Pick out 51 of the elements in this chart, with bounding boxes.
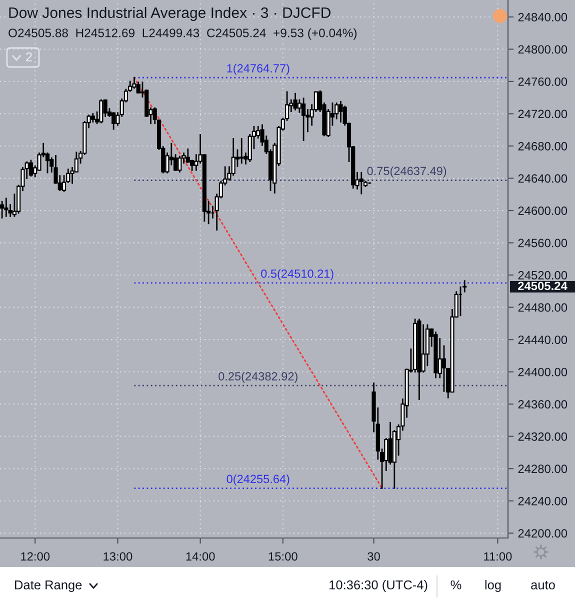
candlestick [99,99,104,124]
text: 24505.24 [518,282,568,290]
text: log [485,580,501,592]
candlestick [240,138,244,164]
candlestick [178,156,182,172]
y-tick-label: 24280.00 [518,464,568,474]
x-tick-label: 30 [368,552,380,561]
candlestick [0,200,4,218]
x-tick-label: 14:00 [186,552,215,561]
candlestick [359,172,364,194]
text: % [450,580,462,590]
y-tick-label: 24520.00 [518,271,568,280]
candlestick [112,112,116,130]
y-tick-label: 24600.00 [518,206,568,215]
chart-title: Dow Jones Industrial Average Index · 3 · DJCFD [9,7,330,21]
y-tick-label: 24480.00 [518,303,568,312]
ref-line-label: 1(24764.77) [227,64,290,75]
ref-line-label: 0.5(24510.21) [261,269,334,280]
candlestick [28,160,34,177]
y-tick-label: 24440.00 [518,336,568,344]
text: Date Range [15,580,82,592]
y-tick-label: 24360.00 [518,400,568,409]
text: O24505.88 H24512.69 L24499.43 C24505.24 +9.53 (+0.04%) [8,28,357,40]
x-tick-label: 13:00 [104,552,132,561]
y-tick-label: 24240.00 [518,496,568,506]
y-tick-label: 24640.00 [518,174,568,183]
y-tick-label: 24840.00 [518,12,568,22]
candlestick [442,345,446,392]
y-tick-label: 24560.00 [518,238,568,248]
candlestick [302,98,306,142]
candlestick [186,148,190,163]
text: auto [531,581,555,590]
ref-line-label: 0.75(24637.49) [367,166,446,178]
text: 10:36:30 (UTC-4) [330,580,428,592]
annotation: 2 [26,52,32,62]
y-tick-label: 24400.00 [518,368,568,376]
y-tick-label: 24680.00 [518,142,568,150]
y-tick-label: 24760.00 [518,77,568,86]
y-tick-label: 24320.00 [518,432,568,441]
y-tick-label: 24720.00 [518,110,568,118]
y-tick-label: 24800.00 [518,45,568,54]
x-tick-label: 11:00 [484,552,512,561]
ref-line-label: 0.25(24382.92) [218,372,298,383]
candlestick [4,198,8,217]
x-tick-label: 12:00 [21,552,50,561]
ref-line-label: 0(24255.64) [226,474,290,486]
candlestick [293,92,298,110]
y-tick-label: 24200.00 [518,529,568,538]
candlestick [338,100,343,122]
candlestick [421,324,426,373]
x-tick-label: 15:00 [268,552,298,561]
